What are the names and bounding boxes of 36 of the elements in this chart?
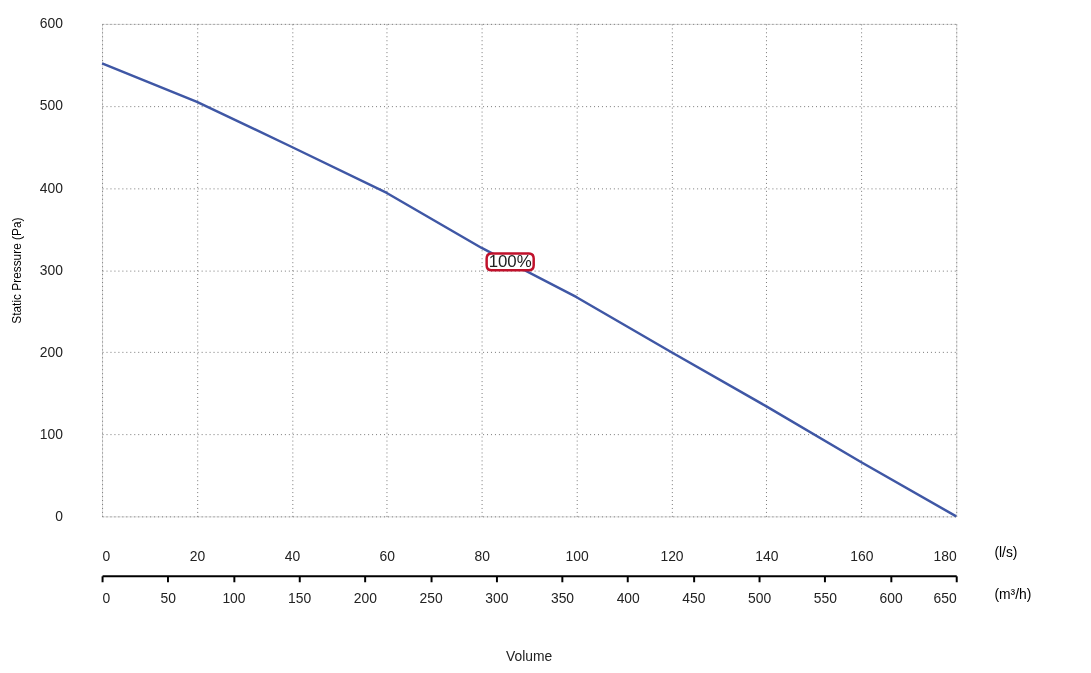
x-tick-label: 140 xyxy=(755,548,779,565)
x2-tick-label: 500 xyxy=(748,590,772,607)
x2-tick-label: 50 xyxy=(160,590,177,607)
x2-tick-label: 200 xyxy=(353,590,378,607)
x2-tick-label: 650 xyxy=(933,590,958,607)
x2-tick-label: 250 xyxy=(419,590,443,607)
x-tick-label: 180 xyxy=(933,548,958,565)
y-tick-label: 400 xyxy=(39,179,64,196)
x2-tick-label: 150 xyxy=(288,590,312,607)
y-tick-label: 600 xyxy=(39,15,64,32)
x2-tick-label: 550 xyxy=(813,590,838,607)
x-tick-label: 40 xyxy=(284,548,301,565)
y-axis-title: Static Pressure (Pa) xyxy=(9,217,24,324)
x2-tick-label: 450 xyxy=(682,590,706,607)
x-tick-label: 60 xyxy=(379,548,396,565)
x2-tick-label: 100 xyxy=(222,590,246,607)
x2-tick-label: 600 xyxy=(879,590,903,607)
y-tick-label: 200 xyxy=(39,343,64,360)
x-tick-label: 20 xyxy=(189,548,206,565)
x2-tick-label: 350 xyxy=(550,590,575,607)
x-tick-label: 100 xyxy=(565,548,589,565)
y-tick-label: 300 xyxy=(39,261,64,278)
x2-tick-label: 300 xyxy=(485,590,509,607)
x-tick-label: 120 xyxy=(660,548,684,565)
x-tick-label: 160 xyxy=(850,548,874,565)
annotation: 100% xyxy=(488,251,532,271)
x-tick-label: 80 xyxy=(474,548,491,565)
x2-tick-label: 400 xyxy=(616,590,641,607)
y-tick-label: 100 xyxy=(39,425,64,442)
x-tick-label: 0 xyxy=(102,548,111,565)
x2-tick-label: 0 xyxy=(102,590,111,607)
x-axis-title: (l/s) xyxy=(994,544,1018,561)
y-tick-label: 0 xyxy=(55,507,64,524)
x2-axis-title: (m³/h) xyxy=(994,586,1032,603)
text: Volume xyxy=(506,648,553,665)
y-tick-label: 500 xyxy=(39,97,64,114)
